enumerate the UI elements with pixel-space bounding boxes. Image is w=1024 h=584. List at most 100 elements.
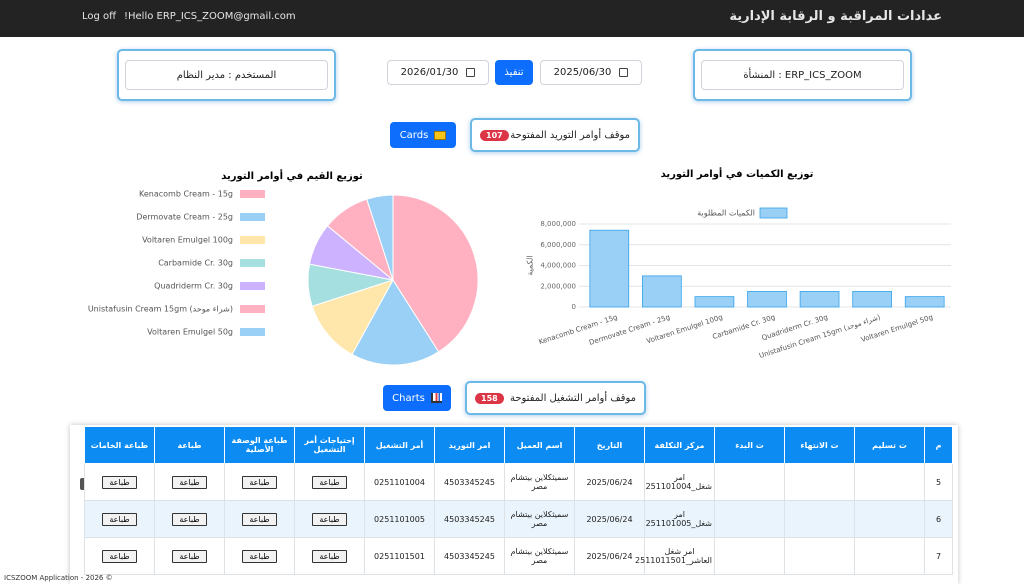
legend-label: Carbamide Cr. 30g (158, 259, 233, 268)
legend-swatch (240, 328, 265, 336)
table-cell: طباعة (84, 537, 155, 575)
facility-box: المنشأة : ERP_ICS_ZOOM (693, 49, 912, 101)
column-header: امر التوريد (434, 426, 505, 464)
greeting: !Hello ERP_ICS_ZOOM@gmail.com (124, 11, 296, 22)
column-header: ت البدء (714, 426, 785, 464)
date-to[interactable]: 2025/06/30 (540, 60, 642, 85)
footer: ICSZOOM Application - 2026 © (4, 574, 113, 582)
legend-swatch (240, 282, 265, 290)
print-button[interactable]: طباعة (312, 512, 347, 526)
table-cell: 7 (924, 537, 953, 575)
button-text: Charts (392, 392, 425, 404)
user-box: المستخدم : مدير النظام (117, 49, 336, 101)
bar (694, 296, 735, 308)
table-cell: 0251101004 (364, 463, 435, 501)
table-cell: 0251101005 (364, 500, 435, 538)
table-cell: سميثكلاين بيتشام مصر (504, 500, 575, 538)
table-cell: 2025/06/24 (574, 500, 645, 538)
table-cell (784, 500, 855, 538)
table-cell (714, 500, 785, 538)
table-cell: 4503345245 (434, 537, 505, 575)
logout-link[interactable]: Log off (82, 11, 117, 22)
table-cell: طباعة (294, 463, 365, 501)
execute-button[interactable]: تنفيذ (495, 60, 533, 85)
icon (430, 393, 442, 403)
table-cell: امر شغل العاشر_2511011501 (635, 537, 715, 575)
table-cell: طباعة (154, 537, 225, 575)
table-cell: سميثكلاين بيتشام مصر (504, 463, 575, 501)
table-cell: سميثكلاين بيتشام مصر (504, 537, 575, 575)
user-field: المستخدم : مدير النظام (125, 60, 328, 90)
count-badge: 158 (475, 392, 504, 404)
legend-swatch (240, 305, 265, 313)
legend-swatch (240, 236, 265, 244)
count-badge: 107 (480, 129, 509, 141)
legend-swatch (240, 190, 265, 198)
legend-label: Voltaren Emulgel 100g (142, 236, 233, 245)
legend-label: Quadriderm Cr. 30g (154, 282, 233, 291)
pie-slice (366, 194, 394, 281)
legend-swatch (759, 207, 788, 219)
table-cell (714, 537, 785, 575)
print-button[interactable]: طباعة (102, 549, 137, 563)
navbar: Log off !Hello ERP_ICS_ZOOM@gmail.com عد… (0, 0, 1024, 37)
y-tick-label: 2,000,000 (540, 282, 576, 290)
print-button[interactable]: طباعة (312, 549, 347, 563)
column-header: ت الانتهاء (784, 426, 855, 464)
table-cell: طباعة (294, 537, 365, 575)
legend-label: Kenacomb Cream - 15g (139, 190, 233, 199)
legend-label: الكميات المطلوبة (697, 209, 755, 218)
operations-status-box[interactable]: 158 موقف أوامر التشغيل المفتوحة (465, 381, 646, 415)
column-header: طباعة الخامات (84, 426, 155, 464)
print-button[interactable]: طباعة (102, 475, 137, 489)
cards-button[interactable]: Cards (390, 122, 456, 148)
print-button[interactable]: طباعة (172, 475, 207, 489)
print-button[interactable]: طباعة (312, 475, 347, 489)
print-button[interactable]: طباعة (172, 549, 207, 563)
table-cell: طباعة (154, 463, 225, 501)
table-cell: 4503345245 (434, 463, 505, 501)
table-cell (714, 463, 785, 501)
y-axis-label: الكمية (526, 255, 535, 275)
table-cell: طباعة (84, 500, 155, 538)
table-cell: امر شغل_251101005 (644, 500, 715, 538)
table-row: 6 امر شغل_251101005 2025/06/24 سميثكلاين بي… (84, 500, 953, 538)
supply-status-box[interactable]: 107 موقف أوامر التوريد المفتوحة (470, 118, 640, 152)
column-header: طباعة الوصفة الأصلية (224, 426, 295, 464)
y-tick-label: 6,000,000 (540, 241, 576, 249)
pie-slice (351, 279, 440, 366)
charts-button[interactable]: Charts (383, 385, 451, 411)
table-body: 5 امر شغل_251101004 2025/06/24 سميثكلاين بي… (84, 463, 953, 575)
table-cell (784, 537, 855, 575)
pie-slice (311, 279, 395, 356)
table-row: 5 امر شغل_251101004 2025/06/24 سميثكلاين بي… (84, 463, 953, 501)
chart-title: توزيع القيم في أوامر التوريد (221, 169, 363, 182)
table-cell (854, 500, 925, 538)
print-button[interactable]: طباعة (242, 475, 277, 489)
legend-label: Unistafusin Cream 15gm (شراء موحد) (88, 305, 233, 314)
date-text: 2026/01/30 (400, 67, 459, 78)
print-button[interactable]: طباعة (102, 512, 137, 526)
table-cell: 2025/06/24 (574, 537, 645, 575)
table-cell (854, 537, 925, 575)
column-header: التاريخ (574, 426, 645, 464)
bar (589, 229, 630, 308)
bar (642, 275, 682, 308)
table-cell: طباعة (294, 500, 365, 538)
table-cell: طباعة (154, 500, 225, 538)
scrollbar (80, 478, 85, 490)
print-button[interactable]: طباعة (172, 512, 207, 526)
y-tick-label: 8,000,000 (540, 220, 576, 228)
table-cell: 2025/06/24 (574, 463, 645, 501)
table-cell (854, 463, 925, 501)
table-cell: طباعة (224, 537, 295, 575)
print-button[interactable]: طباعة (242, 549, 277, 563)
column-header: أمر التشغيل (364, 426, 435, 464)
date-from[interactable]: 2026/01/30 (387, 60, 489, 85)
bar (904, 296, 945, 308)
print-button[interactable]: طباعة (242, 512, 277, 526)
table-cell: 6 (924, 500, 953, 538)
